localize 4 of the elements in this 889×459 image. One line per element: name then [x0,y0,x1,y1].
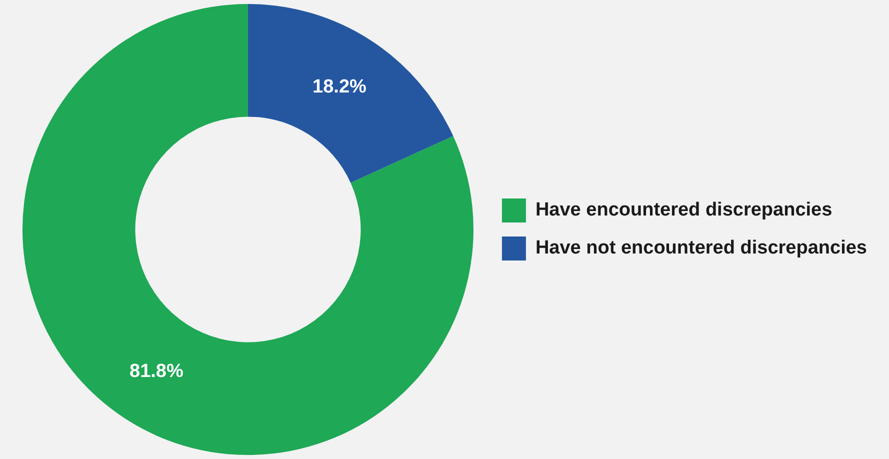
legend-label: Have not encountered discrepancies [535,238,868,259]
legend-label: Have encountered discrepancies [535,200,832,221]
data-label: 81.8% [130,360,184,382]
data-label: 18.2% [312,76,367,98]
